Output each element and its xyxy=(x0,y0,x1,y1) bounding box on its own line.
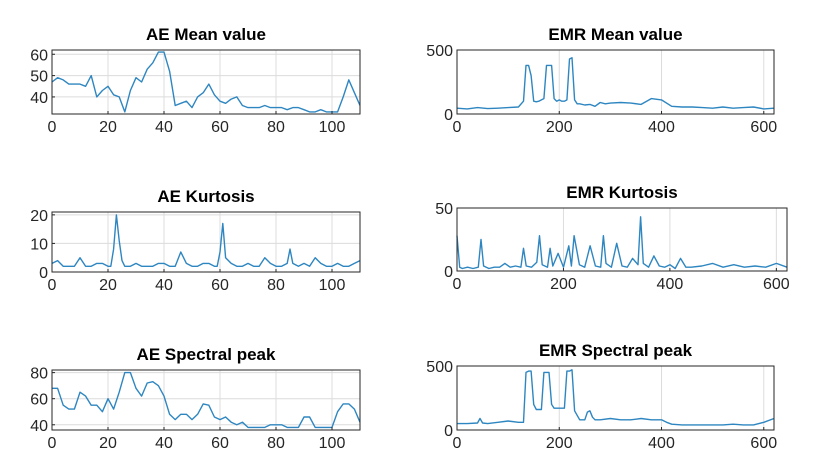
ae-spectral-peak-title: AE Spectral peak xyxy=(137,345,276,364)
emr-spectral-peak-x-tick-label: 600 xyxy=(750,435,777,452)
ae-mean-plot-area xyxy=(52,50,360,114)
emr-mean-chart: 0 200 400 600 0 500 EMR Mean value xyxy=(426,25,777,136)
ae-mean-title: AE Mean value xyxy=(146,25,266,44)
ae-kurtosis-x-tick-label: 40 xyxy=(155,277,173,294)
emr-spectral-peak-plot-area xyxy=(457,366,774,430)
emr-mean-axes-box xyxy=(456,49,775,115)
emr-kurtosis-axes-box xyxy=(456,207,788,272)
ae-kurtosis-x-tick-label: 80 xyxy=(267,277,285,294)
emr-spectral-peak-x-tick-label: 0 xyxy=(453,435,462,452)
emr-mean-x-tick-label: 200 xyxy=(546,119,573,136)
emr-spectral-peak-title: EMR Spectral peak xyxy=(539,341,693,360)
ae-spectral-peak-x-tick-label: 60 xyxy=(211,435,229,452)
emr-spectral-peak-series-line xyxy=(457,369,775,426)
ae-mean-y-tick-label: 40 xyxy=(30,90,48,107)
ae-spectral-peak-axes-box xyxy=(51,369,361,431)
ae-spectral-peak-chart: 0 20 40 60 80 100 40 60 80 AE Spectral peak xyxy=(30,345,361,452)
ae-mean-y-tick-label: 60 xyxy=(30,47,48,64)
emr-mean-x-tick-label: 0 xyxy=(453,119,462,136)
emr-spectral-peak-x-tick-label: 400 xyxy=(648,435,675,452)
ae-spectral-peak-x-tick-label: 0 xyxy=(48,435,57,452)
ae-kurtosis-x-tick-label: 0 xyxy=(48,277,57,294)
emr-spectral-peak-chart: 0 200 400 600 0 500 EMR Spectral peak xyxy=(426,341,777,452)
emr-kurtosis-title: EMR Kurtosis xyxy=(566,183,677,202)
ae-kurtosis-plot-area xyxy=(52,212,360,272)
ae-spectral-peak-x-tick-label: 80 xyxy=(267,435,285,452)
ae-spectral-peak-x-tick-label: 100 xyxy=(319,435,346,452)
emr-spectral-peak-y-tick-label: 500 xyxy=(426,359,453,376)
emr-kurtosis-plot-area xyxy=(457,208,787,271)
ae-kurtosis-y-tick-label: 10 xyxy=(30,236,48,253)
ae-kurtosis-chart: 0 20 40 60 80 100 0 10 20 AE Kurtosis xyxy=(30,187,361,294)
ae-kurtosis-y-tick-label: 20 xyxy=(30,208,48,225)
emr-mean-y-tick-label: 500 xyxy=(426,43,453,60)
ae-mean-y-tick-label: 50 xyxy=(30,69,48,86)
ae-kurtosis-title: AE Kurtosis xyxy=(157,187,254,206)
emr-kurtosis-x-tick-label: 400 xyxy=(657,276,684,293)
ae-kurtosis-y-tick-label: 0 xyxy=(39,265,48,282)
emr-mean-plot-area xyxy=(457,50,774,114)
emr-kurtosis-y-tick-label: 50 xyxy=(435,201,453,218)
ae-mean-chart: 0 20 40 60 80 100 40 50 60 AE Mean value xyxy=(30,25,361,136)
ae-spectral-peak-plot-area xyxy=(52,370,360,430)
ae-spectral-peak-y-tick-label: 80 xyxy=(30,366,48,383)
emr-spectral-peak-axes-box xyxy=(456,365,775,431)
ae-kurtosis-x-tick-label: 20 xyxy=(99,277,117,294)
emr-kurtosis-x-tick-label: 0 xyxy=(453,276,462,293)
ae-mean-x-tick-label: 80 xyxy=(267,119,285,136)
ae-mean-x-tick-label: 100 xyxy=(319,119,346,136)
emr-mean-y-tick-label: 0 xyxy=(444,107,453,124)
emr-kurtosis-series-line xyxy=(456,216,788,270)
ae-kurtosis-x-tick-label: 100 xyxy=(319,277,346,294)
ae-kurtosis-axes-box xyxy=(51,211,361,273)
emr-mean-series-line xyxy=(456,57,775,110)
emr-mean-title: EMR Mean value xyxy=(548,25,682,44)
emr-kurtosis-x-tick-label: 600 xyxy=(763,276,790,293)
ae-spectral-peak-x-tick-label: 40 xyxy=(155,435,173,452)
emr-spectral-peak-x-tick-label: 200 xyxy=(546,435,573,452)
ae-kurtosis-x-tick-label: 60 xyxy=(211,277,229,294)
ae-mean-series-line xyxy=(51,51,361,113)
ae-kurtosis-series-line xyxy=(51,214,361,267)
emr-kurtosis-x-tick-label: 200 xyxy=(550,276,577,293)
emr-mean-x-tick-label: 400 xyxy=(648,119,675,136)
ae-spectral-peak-x-tick-label: 20 xyxy=(99,435,117,452)
emr-spectral-peak-y-tick-label: 0 xyxy=(444,423,453,440)
ae-spectral-peak-y-tick-label: 40 xyxy=(30,418,48,435)
ae-mean-x-tick-label: 40 xyxy=(155,119,173,136)
emr-kurtosis-chart: 0 200 400 600 0 50 EMR Kurtosis xyxy=(435,183,790,293)
ae-spectral-peak-y-tick-label: 60 xyxy=(30,392,48,409)
ae-mean-axes-box xyxy=(51,49,361,115)
ae-spectral-peak-series-line xyxy=(52,371,361,429)
ae-mean-x-tick-label: 60 xyxy=(211,119,229,136)
emr-mean-x-tick-label: 600 xyxy=(750,119,777,136)
ae-mean-x-tick-label: 20 xyxy=(99,119,117,136)
ae-mean-x-tick-label: 0 xyxy=(48,119,57,136)
emr-kurtosis-y-tick-label: 0 xyxy=(444,264,453,281)
